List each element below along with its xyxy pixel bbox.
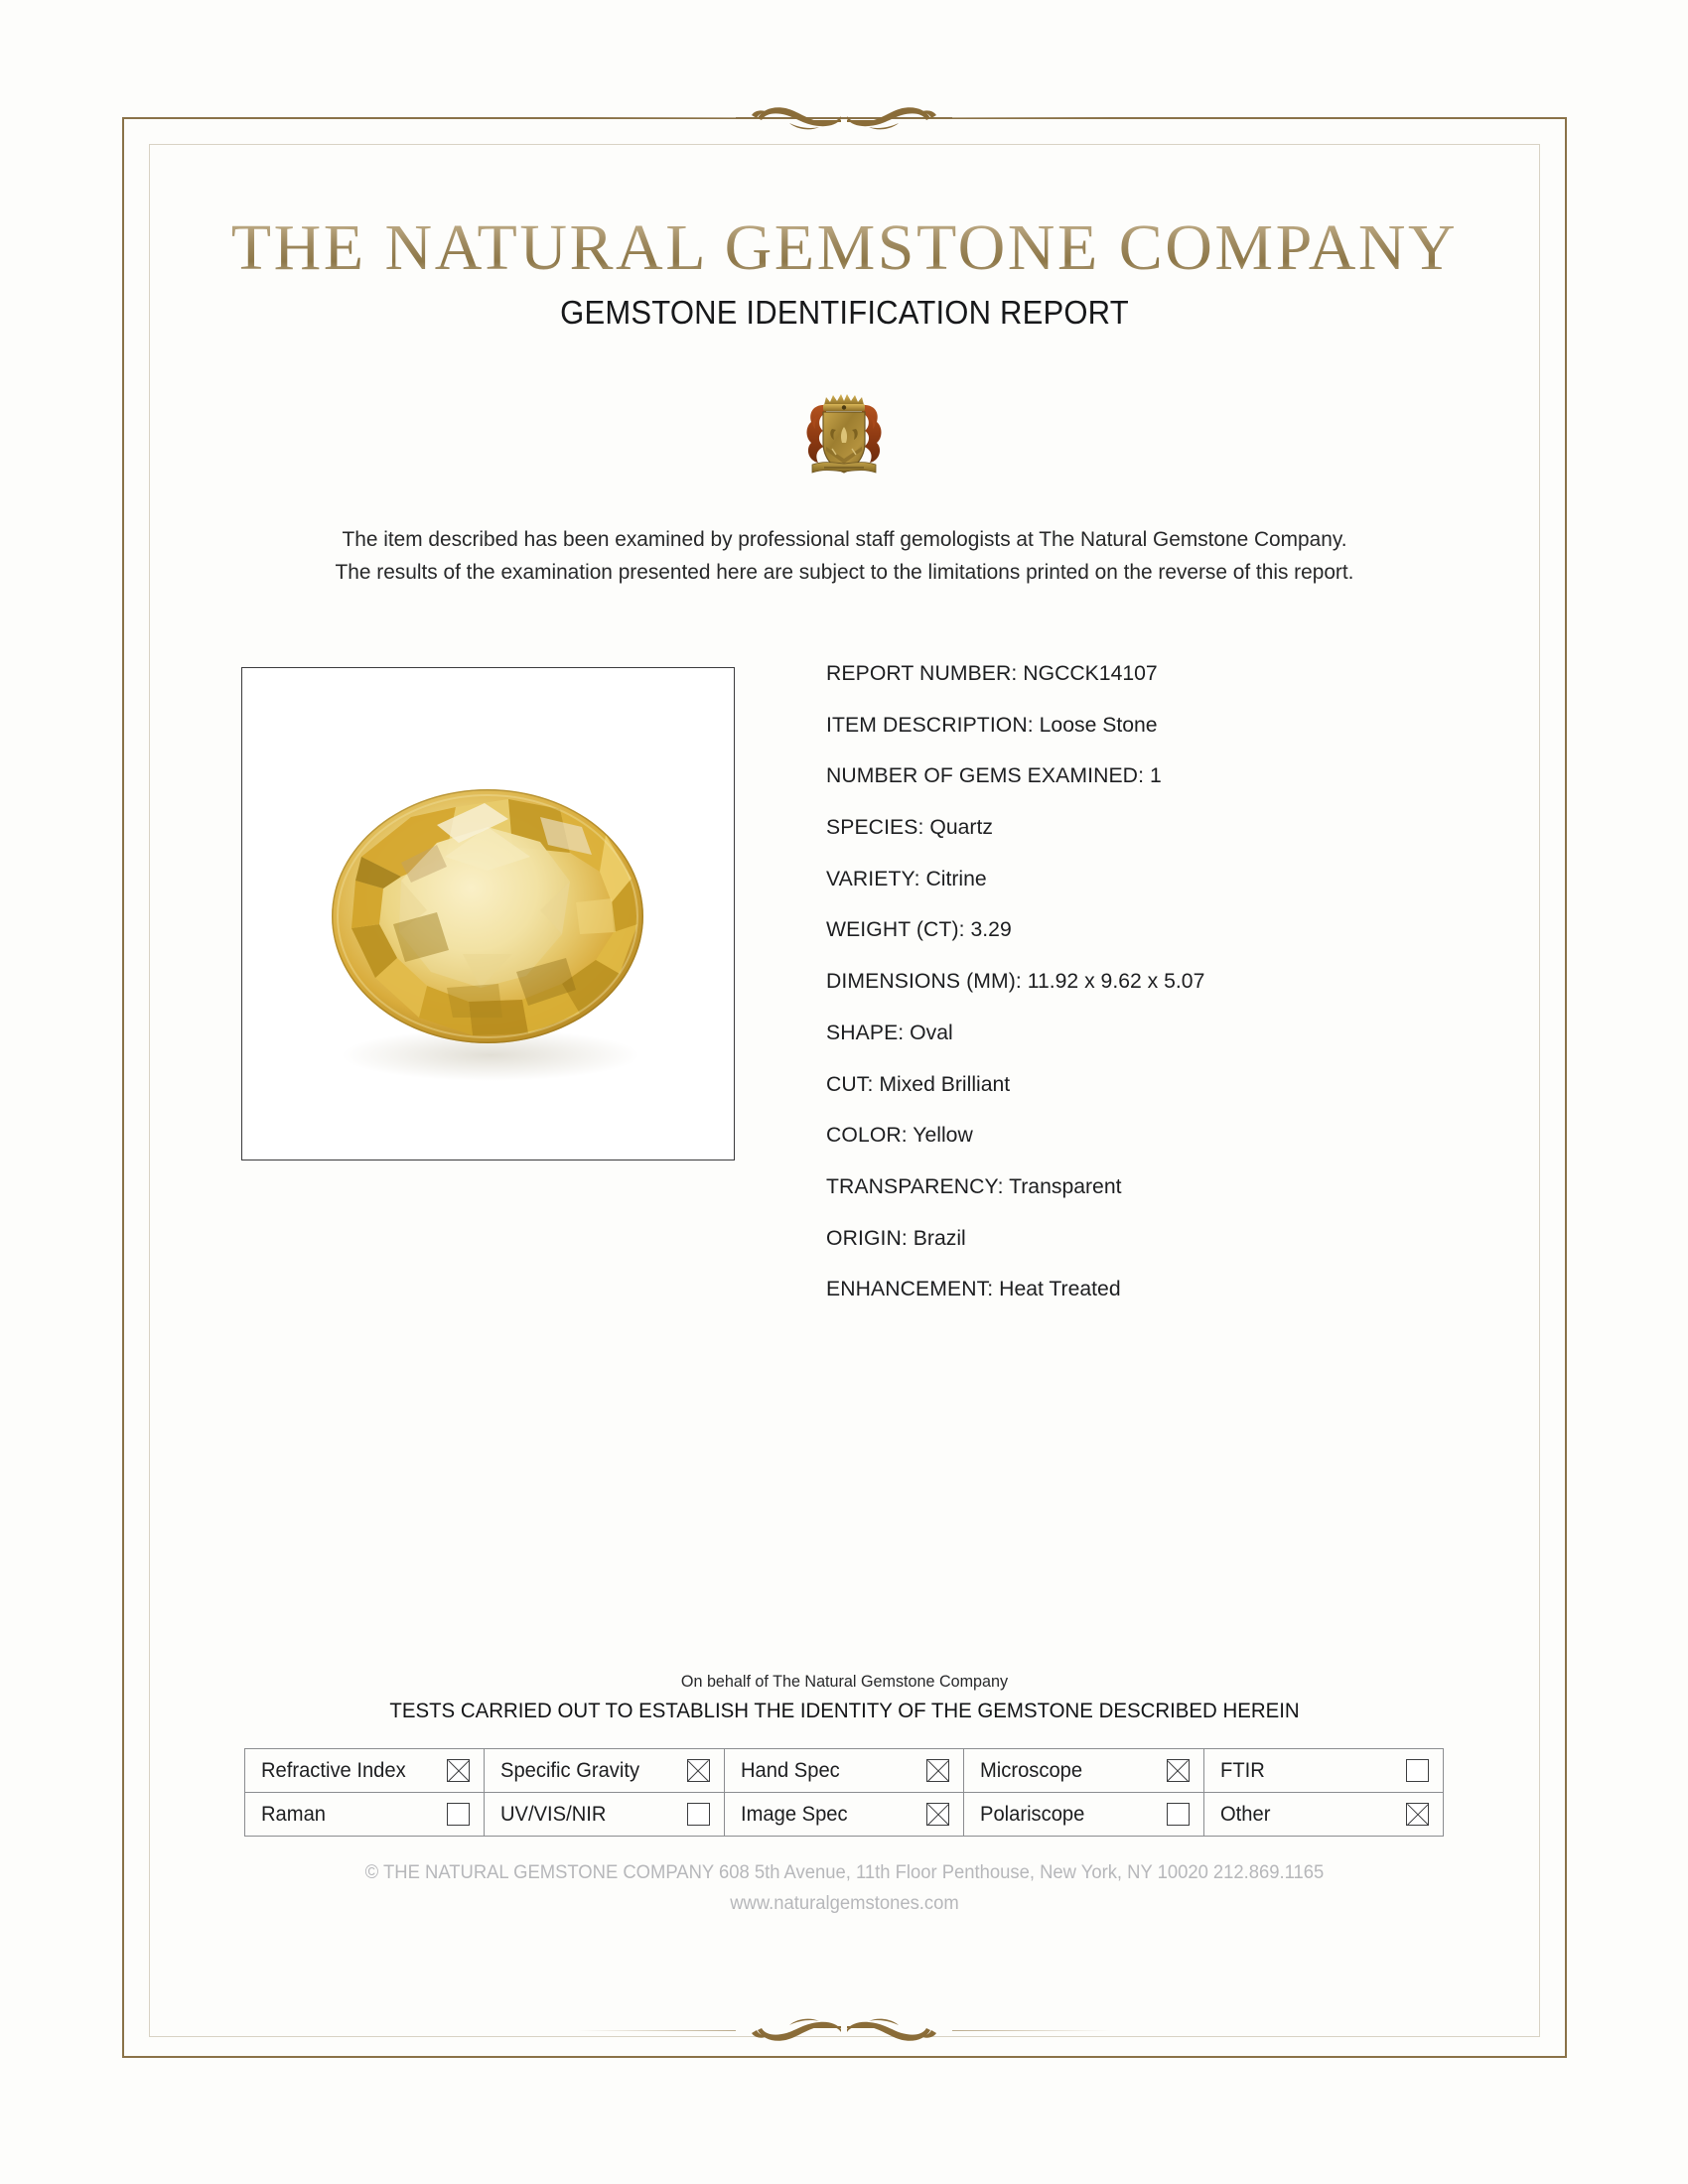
detail-label: REPORT NUMBER: [826,661,1018,685]
tests-table: Refractive Index Specific Gravity Hand S… [243,1748,1445,1837]
detail-label: VARIETY: [826,866,920,890]
detail-label: SHAPE: [826,1020,905,1044]
test-checkbox[interactable] [1406,1759,1429,1782]
test-checkbox[interactable] [686,1759,710,1782]
test-cell-ftir[interactable]: FTIR [1202,1748,1445,1793]
test-label: Image Spec [740,1802,848,1826]
test-checkbox[interactable] [926,1759,950,1782]
test-cell-specific-gravity[interactable]: Specific Gravity [484,1748,725,1793]
test-cell-other[interactable]: Other [1202,1792,1445,1837]
footer: © THE NATURAL GEMSTONE COMPANY 608 5th A… [170,1857,1519,1919]
detail-row: WEIGHT (CT): 3.29 [826,919,1452,941]
inner-decorative-border [149,144,1540,2037]
detail-row: REPORT NUMBER: NGCCK14107 [826,661,1452,685]
detail-label: SPECIES: [826,815,924,840]
test-label: Refractive Index [261,1758,406,1782]
crest-container [0,385,1688,485]
gem-details-list: REPORT NUMBER: NGCCK14107 ITEM DESCRIPTI… [826,661,1462,1330]
gem-photo-frame [241,667,735,1160]
detail-value: NGCCK14107 [1023,661,1158,685]
test-cell-uv-vis-nir[interactable]: UV/VIS/NIR [484,1792,725,1837]
test-checkbox[interactable] [1406,1803,1429,1826]
masthead: THE NATURAL GEMSTONE COMPANY GEMSTONE ID… [149,213,1540,332]
detail-label: ENHANCEMENT: [826,1277,994,1301]
test-checkbox[interactable] [447,1759,471,1782]
detail-row: DIMENSIONS (MM): 11.92 x 9.62 x 5.07 [826,969,1452,994]
detail-value: Citrine [925,866,987,890]
test-checkbox[interactable] [926,1803,950,1826]
test-cell-polariscope[interactable]: Polariscope [963,1792,1204,1837]
detail-label: COLOR: [826,1123,908,1148]
tests-table-row: Raman UV/VIS/NIR Image Spec Polariscope … [243,1792,1445,1837]
test-label: Raman [261,1802,326,1826]
tests-heading: TESTS CARRIED OUT TO ESTABLISH THE IDENT… [389,1699,1300,1722]
detail-value: 11.92 x 9.62 x 5.07 [1027,969,1205,994]
report-subtitle: GEMSTONE IDENTIFICATION REPORT [560,294,1129,332]
detail-value: Loose Stone [1039,712,1158,737]
detail-label: CUT: [826,1071,874,1096]
test-checkbox[interactable] [1166,1759,1190,1782]
test-label: Hand Spec [740,1758,840,1782]
footer-website[interactable]: www.naturalgemstones.com [730,1893,959,1914]
tests-table-row: Refractive Index Specific Gravity Hand S… [243,1748,1445,1793]
detail-row: TRANSPARENCY: Transparent [826,1173,1452,1198]
detail-row: VARIETY: Citrine [826,866,1452,890]
detail-row: SPECIES: Quartz [826,815,1452,840]
detail-value: Brazil [913,1225,966,1250]
test-cell-hand-spec[interactable]: Hand Spec [723,1748,965,1793]
citrine-oval-gemstone-photo [242,668,734,1159]
test-cell-raman[interactable]: Raman [243,1792,486,1837]
test-label: UV/VIS/NIR [500,1802,607,1826]
detail-row: ENHANCEMENT: Heat Treated [826,1279,1452,1300]
detail-row: COLOR: Yellow [826,1123,1452,1148]
test-label: Other [1219,1802,1270,1826]
detail-row: SHAPE: Oval [826,1020,1452,1044]
detail-value: 1 [1149,763,1162,788]
detail-label: ORIGIN: [826,1225,908,1250]
detail-row: CUT: Mixed Brilliant [826,1071,1452,1096]
test-label: Polariscope [980,1802,1085,1826]
detail-label: TRANSPARENCY: [826,1173,1004,1198]
detail-row: ORIGIN: Brazil [826,1225,1452,1250]
detail-value: Transparent [1009,1173,1122,1198]
detail-row: ITEM DESCRIPTION: Loose Stone [826,712,1452,737]
test-checkbox[interactable] [686,1803,710,1826]
test-label: FTIR [1219,1758,1265,1782]
detail-row: NUMBER OF GEMS EXAMINED: 1 [826,765,1452,787]
detail-value: Heat Treated [999,1277,1121,1301]
test-cell-refractive-index[interactable]: Refractive Index [243,1748,486,1793]
test-checkbox[interactable] [1166,1803,1190,1826]
intro-line-1: The item described has been examined by … [342,527,1347,551]
heraldic-crest-icon [792,385,896,485]
detail-value: Yellow [913,1123,973,1148]
test-cell-image-spec[interactable]: Image Spec [723,1792,965,1837]
detail-value: Quartz [929,815,993,840]
test-label: Specific Gravity [500,1758,640,1782]
detail-label: DIMENSIONS (MM): [826,969,1022,994]
company-title: THE NATURAL GEMSTONE COMPANY [149,213,1540,283]
intro-line-2: The results of the examination presented… [335,560,1354,584]
on-behalf-line: On behalf of The Natural Gemstone Compan… [680,1672,1009,1691]
test-cell-microscope[interactable]: Microscope [963,1748,1204,1793]
detail-label: NUMBER OF GEMS EXAMINED: [826,763,1145,788]
intro-text: The item described has been examined by … [170,523,1519,589]
detail-value: Mixed Brilliant [879,1071,1011,1096]
detail-value: 3.29 [970,917,1012,942]
footer-address: © THE NATURAL GEMSTONE COMPANY 608 5th A… [364,1862,1325,1883]
detail-label: WEIGHT (CT): [826,917,965,942]
test-label: Microscope [980,1758,1083,1782]
detail-value: Oval [910,1020,953,1044]
outer-decorative-border [122,117,1567,2058]
detail-label: ITEM DESCRIPTION: [826,712,1034,737]
test-checkbox[interactable] [447,1803,471,1826]
